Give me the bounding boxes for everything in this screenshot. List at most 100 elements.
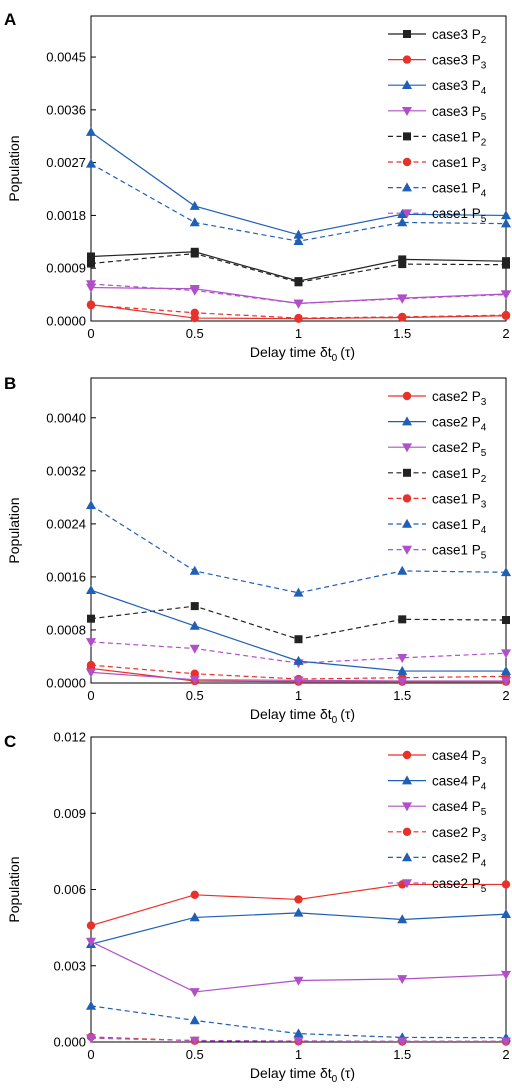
- data-point: [190, 313, 199, 323]
- data-point: [501, 210, 511, 220]
- legend-marker: [402, 416, 412, 426]
- panel-label-b: B: [4, 374, 16, 393]
- x-axis-title-unit: (τ): [340, 1065, 355, 1081]
- x-axis-title: Delay time δt0 (τ): [250, 1065, 355, 1085]
- legend-marker: [402, 545, 412, 555]
- data-point: [293, 299, 304, 309]
- data-point: [501, 290, 511, 300]
- legend-label-text: case1 P: [432, 543, 481, 558]
- data-point: [86, 584, 96, 594]
- legend-label-text: case2 P: [432, 389, 481, 404]
- series-line-1: [90, 251, 507, 282]
- legend-label-subscript: 5: [481, 884, 487, 895]
- legend-label-text: case3 P: [432, 27, 481, 42]
- legend-label-subscript: 3: [481, 61, 487, 72]
- legend-label: case1 P5: [432, 543, 487, 562]
- data-point: [501, 649, 511, 659]
- data-point: [293, 1037, 304, 1047]
- legend-label-subscript: 4: [481, 189, 487, 200]
- y-axis-title: Population: [6, 135, 22, 201]
- legend-label-text: case3 P: [432, 78, 481, 93]
- data-point: [86, 126, 96, 136]
- legend-label: case2 P4: [432, 415, 487, 434]
- legend-marker: [403, 30, 411, 38]
- legend-label-text: case3 P: [432, 104, 481, 119]
- x-axis-title-text: Delay time: [250, 706, 320, 722]
- x-tick-label: 0.5: [186, 1047, 204, 1062]
- legend-label: case1 P5: [432, 206, 487, 225]
- data-point: [190, 247, 199, 256]
- data-point: [398, 260, 407, 269]
- legend-label: case2 P4: [432, 850, 487, 869]
- data-point: [293, 907, 304, 917]
- plot-area: [86, 500, 511, 687]
- legend-label-text: case2 P: [432, 850, 481, 865]
- data-point: [87, 614, 95, 623]
- legend-label-text: case1 P: [432, 155, 481, 170]
- x-tick-label: 1: [295, 688, 302, 703]
- legend-label-subscript: 2: [481, 35, 487, 46]
- legend-label-text: case1 P: [432, 206, 481, 221]
- data-point: [501, 677, 511, 687]
- data-point: [86, 500, 96, 510]
- legend-marker: [402, 443, 412, 453]
- x-axis-title-unit: (τ): [340, 706, 355, 722]
- y-axis-title: Population: [6, 856, 22, 922]
- data-point: [86, 937, 96, 947]
- legend-label-text: case2 P: [432, 876, 481, 891]
- legend-label: case1 P4: [432, 181, 487, 200]
- panel-label-c: C: [4, 732, 16, 751]
- y-tick-label: 0.0000: [46, 676, 86, 691]
- data-point: [189, 565, 200, 575]
- y-tick-label: 0.0027: [46, 155, 86, 170]
- legend-label-text: case3 P: [432, 53, 481, 68]
- legend-label: case2 P5: [432, 440, 487, 459]
- panel-b: B 0.0000 0.0008 0.0016 0.0024 0.0032 0.0040 0 0.…: [4, 374, 511, 726]
- panel-label-a: A: [4, 10, 16, 29]
- legend-label: case1 P4: [432, 517, 487, 536]
- data-point: [190, 669, 199, 678]
- legend-marker: [402, 518, 412, 528]
- legend-label-text: case4 P: [432, 774, 481, 789]
- data-point: [501, 908, 511, 918]
- legend-label: case1 P3: [432, 155, 487, 174]
- data-point: [397, 217, 408, 227]
- legend-marker: [402, 80, 412, 89]
- data-point: [502, 257, 510, 266]
- legend-marker: [402, 107, 412, 116]
- legend-label-subscript: 3: [481, 833, 487, 844]
- x-tick-label: 2: [502, 688, 509, 703]
- y-tick-label: 0.0009: [46, 261, 86, 276]
- data-point: [86, 158, 96, 168]
- legend-label-subscript: 4: [481, 525, 487, 536]
- data-point: [397, 654, 408, 664]
- x-axis-title-text: Delay time: [250, 1065, 320, 1081]
- y-tick-label: 0.0024: [46, 516, 86, 531]
- data-point: [293, 1028, 304, 1038]
- data-point: [398, 313, 407, 322]
- data-point: [86, 668, 96, 678]
- data-point: [397, 665, 408, 675]
- x-axis-title-symbol: δt: [320, 706, 332, 722]
- legend-label-text: case2 P: [432, 415, 481, 430]
- legend-label: case2 P5: [432, 876, 487, 895]
- legend-marker: [403, 132, 411, 141]
- legend-label-subscript: 3: [481, 397, 487, 408]
- data-point: [501, 665, 511, 675]
- legend-label-subscript: 4: [481, 782, 487, 793]
- legend-label-text: case1 P: [432, 491, 481, 506]
- data-point: [293, 676, 304, 686]
- data-point: [294, 895, 303, 904]
- y-axis-title: Population: [6, 497, 22, 563]
- legend-label-text: case2 P: [432, 440, 481, 455]
- x-tick-label: 0: [87, 326, 94, 341]
- legend-label: case1 P3: [432, 491, 487, 510]
- data-point: [293, 655, 304, 665]
- legend-label-subscript: 5: [481, 448, 487, 459]
- x-axis-title: Delay time δt0 (τ): [250, 706, 355, 726]
- legend-label-text: case4 P: [432, 799, 481, 814]
- x-tick-label: 2: [502, 326, 509, 341]
- x-axis-title-text: Delay time: [250, 344, 320, 360]
- legend-label-subscript: 4: [481, 86, 487, 97]
